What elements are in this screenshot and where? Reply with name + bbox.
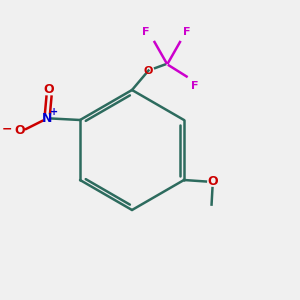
Text: F: F (142, 27, 150, 37)
Text: N: N (42, 112, 52, 125)
Text: O: O (144, 65, 153, 76)
Text: O: O (43, 83, 54, 97)
Text: F: F (191, 80, 199, 91)
Text: F: F (183, 27, 191, 37)
Text: O: O (15, 124, 26, 137)
Text: O: O (207, 175, 218, 188)
Text: −: − (2, 122, 12, 136)
Text: +: + (50, 107, 58, 117)
